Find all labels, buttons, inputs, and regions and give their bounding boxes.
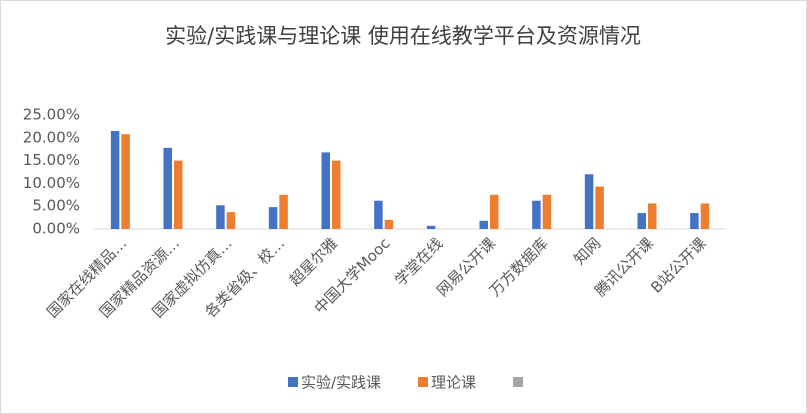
bar [479,220,488,229]
bar [690,213,699,229]
bar [163,147,172,229]
y-tick-label: 15.00% [23,151,80,169]
bar [648,203,657,229]
y-tick-label: 0.00% [32,220,80,238]
y-tick-label: 10.00% [23,174,80,192]
bar [542,194,552,229]
bar [700,203,710,229]
bar [216,205,225,229]
legend-label: 理论课 [431,374,476,392]
y-tick-label: 20.00% [23,128,80,146]
bar [174,160,183,229]
legend-label: 实验/实践课 [301,374,381,392]
bar [384,219,394,229]
chart-title: 实验/实践课与理论课 使用在线教学平台及资源情况 [165,24,641,48]
bar [426,225,436,229]
bar [110,130,120,229]
bar [268,207,278,229]
bar [279,194,288,229]
legend-swatch [288,377,298,387]
bar [226,212,236,229]
y-tick-label: 25.00% [23,106,80,124]
bar [532,200,541,229]
y-tick-label: 5.00% [32,197,80,215]
bar [637,213,646,229]
bar [595,186,604,229]
legend-swatch [418,377,428,387]
bar [121,134,130,229]
bar [321,152,330,229]
bar [374,200,383,229]
bar [584,174,594,229]
bar [490,194,499,229]
bar [332,160,341,229]
legend-swatch [513,377,523,387]
